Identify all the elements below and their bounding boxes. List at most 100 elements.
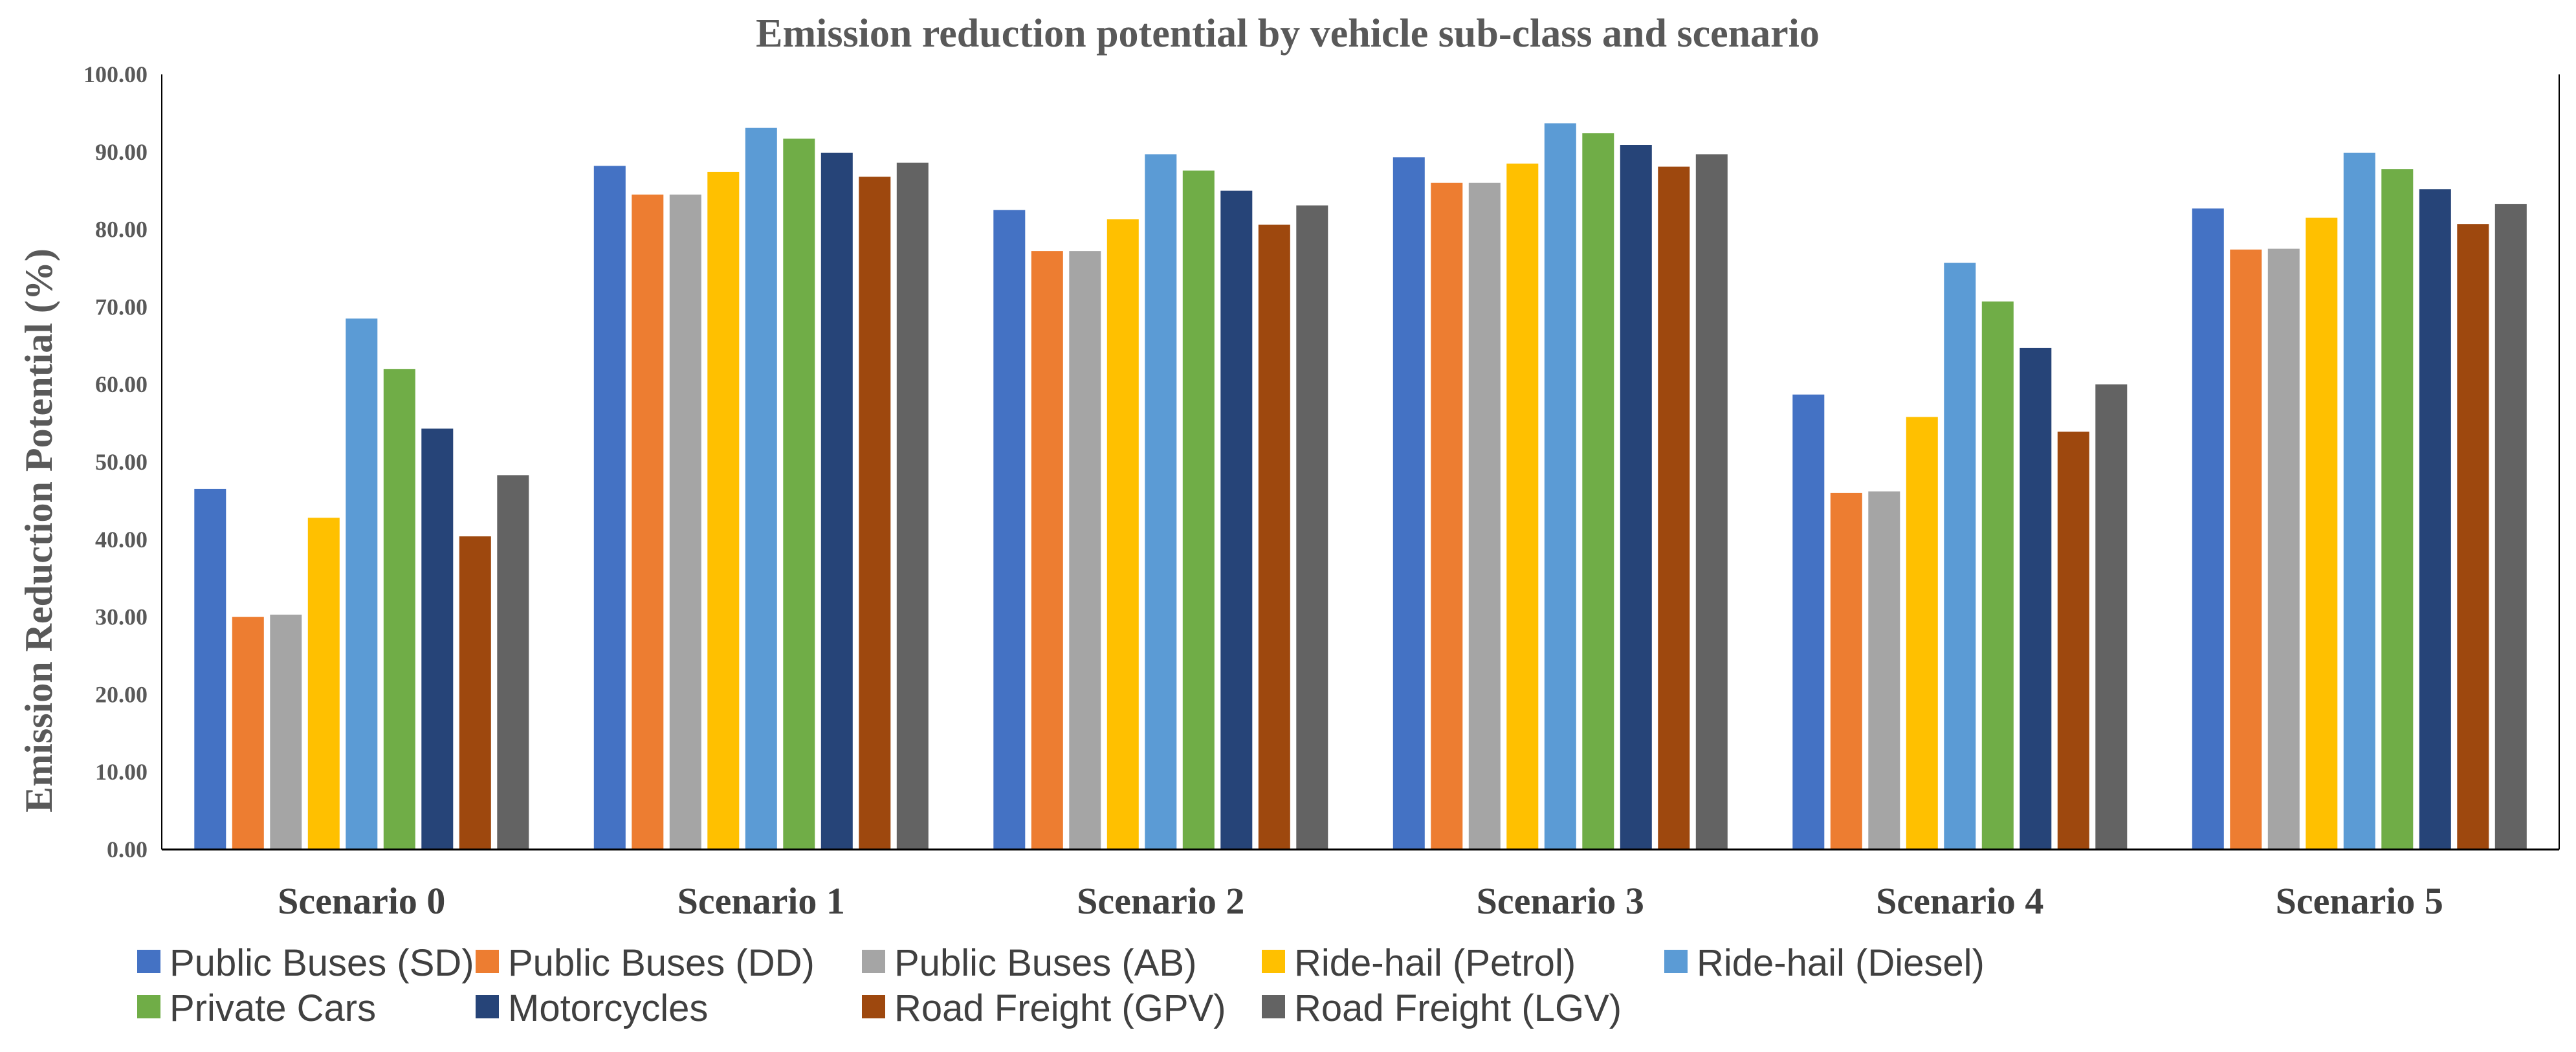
bar [2381,169,2414,850]
bar [1182,170,1215,850]
bar [745,127,777,850]
y-tick-label: 70.00 [95,294,148,320]
bar [1031,251,1063,850]
bar [993,210,1026,849]
bar [1106,219,1139,849]
bar [896,162,929,850]
legend-item: Ride-hail (Petrol) [1262,942,1576,984]
x-tick-label: Scenario 1 [677,880,845,922]
bar [1468,182,1501,850]
legend-item: Public Buses (DD) [476,942,815,984]
legend-swatch [862,950,885,973]
legend-label: Ride-hail (Petrol) [1294,942,1576,984]
y-tick-label: 0.00 [107,837,148,862]
x-axis-ticks: Scenario 0 Scenario 1 Scenario 2 Scenario 3… [278,880,2443,922]
bar [632,194,664,849]
y-tick-label: 90.00 [95,139,148,165]
bar [459,536,491,849]
x-tick-label: Scenario 4 [1876,880,2043,922]
legend-label: Public Buses (DD) [508,942,815,984]
legend-item: Private Cars [137,987,376,1029]
y-tick-label: 50.00 [95,449,148,475]
legend-swatch [137,995,160,1018]
legend-swatch [476,950,499,973]
bar [1792,394,1825,849]
x-tick-label: Scenario 3 [1477,880,1644,922]
y-tick-label: 10.00 [95,759,148,785]
bar [1069,251,1101,850]
bar [2192,208,2224,849]
bar [2267,248,2300,849]
bar [1695,154,1728,849]
bar [1981,301,2014,849]
y-tick-label: 100.00 [83,61,148,87]
bar [2306,217,2338,850]
axes [161,74,2560,851]
legend-item: Public Buses (AB) [862,942,1196,984]
bar [1906,417,1938,849]
bar [2020,347,2052,849]
bar [1506,163,1539,849]
bar [2343,153,2375,849]
bar [783,138,815,849]
legend-label: Ride-hail (Diesel) [1697,942,1985,984]
legend-swatch [1262,995,1285,1018]
legend-item: Road Freight (GPV) [862,987,1226,1029]
bar [2419,189,2451,849]
chart-title: Emission reduction potential by vehicle … [756,12,1820,56]
y-tick-label: 20.00 [95,681,148,707]
bar [194,488,226,849]
x-tick-label: Scenario 0 [278,880,445,922]
bar [1830,492,1862,849]
bar [2057,432,2089,849]
legend-swatch [476,995,499,1018]
bar [669,194,701,849]
bar [1431,182,1463,850]
bar [270,615,302,849]
bar [383,369,415,849]
bar [421,428,454,849]
legend-item: Public Buses (SD) [137,942,474,984]
bar-series [194,123,2527,850]
bar [497,475,529,849]
bar [859,177,891,850]
legend-item: Ride-hail (Diesel) [1664,942,1985,984]
bar [593,166,626,849]
y-axis-ticks: 0.00 10.00 20.00 30.00 40.00 50.00 60.00 70.00 8… [83,61,148,862]
legend: Public Buses (SD) Public Buses (DD) Public… [137,942,1985,1029]
y-tick-label: 60.00 [95,371,148,397]
legend-swatch [1664,950,1688,973]
bar [2230,249,2262,849]
bar [1544,123,1576,849]
legend-label: Road Freight (GPV) [894,987,1226,1029]
y-tick-label: 30.00 [95,604,148,630]
legend-swatch [1262,950,1285,973]
bar [1258,225,1290,849]
legend-label: Road Freight (LGV) [1294,987,1622,1029]
y-axis-label: Emission Reduction Potential (%) [17,248,60,813]
bar [1582,133,1614,849]
bar [1620,145,1652,849]
bar [1296,205,1328,849]
legend-swatch [862,995,885,1018]
bar [1868,491,1900,849]
legend-label: Motorcycles [508,987,708,1029]
bar [2457,224,2489,849]
legend-swatch [137,950,160,973]
bar [1145,154,1177,849]
y-tick-label: 40.00 [95,527,148,553]
x-tick-label: Scenario 2 [1077,880,1244,922]
legend-label: Private Cars [170,987,376,1029]
bar [1658,166,1690,850]
bar [307,518,340,849]
bar [820,153,853,849]
bar [1220,190,1253,849]
legend-item: Motorcycles [476,987,708,1029]
bar [2494,204,2527,850]
y-tick-label: 80.00 [95,217,148,243]
bar [232,617,264,849]
bar [2095,384,2128,849]
bar [346,318,378,849]
